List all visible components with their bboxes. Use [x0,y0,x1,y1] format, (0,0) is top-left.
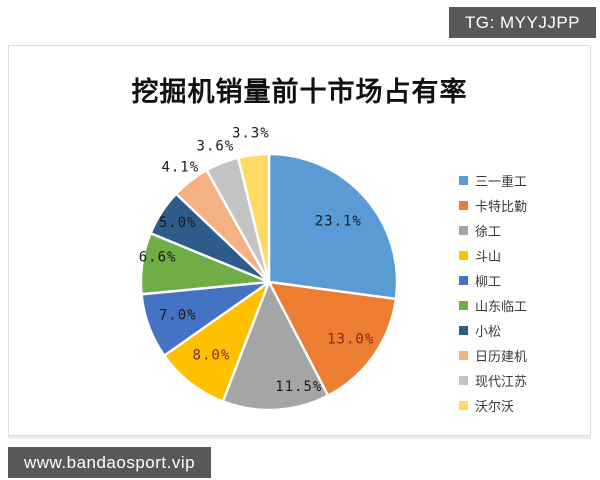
legend-item: 卡特比勤 [459,193,527,218]
legend-item: 山东临工 [459,293,527,318]
legend-item: 小松 [459,318,527,343]
pie-slice-label: 7.0% [159,308,197,324]
legend: 三一重工卡特比勤徐工斗山柳工山东临工小松日历建机现代江苏沃尔沃 [459,168,527,418]
legend-swatch [459,376,468,385]
pie-slice [267,152,399,301]
legend-label: 小松 [475,324,502,339]
pie-slice [163,280,271,403]
tg-badge: TG: MYYJJPP [448,7,596,38]
legend-swatch [459,326,468,335]
pie-svg: 23.1% 13.0% 11.5% 8.0% 7.0% 6.6% 5.0% 4.1% 3.6%3… [139,125,399,412]
pie-slice [221,280,330,412]
legend-swatch [459,176,468,185]
legend-label: 三一重工 [475,174,528,189]
legend-swatch [459,251,468,260]
legend-label: 卡特比勤 [475,199,528,214]
legend-swatch [459,276,468,285]
legend-item: 三一重工 [459,168,527,193]
pie-slice-label: 13.0% [327,331,374,347]
legend-item: 斗山 [459,243,527,268]
pie-slice-label: 4.1% [161,160,199,176]
pie-slice-label: 8.0% [193,348,231,364]
legend-label: 现代江苏 [475,374,528,389]
legend-swatch [459,301,468,310]
legend-swatch [459,351,468,360]
pie-slice-label: 3.6% [197,138,235,154]
site-badge-text: www.bandaosport.vip [24,452,196,472]
legend-item: 日历建机 [459,343,527,368]
pie-slice [236,152,271,284]
pie-slice-label: 5.0% [159,215,197,231]
legend-swatch [459,401,468,410]
legend-item: 徐工 [459,218,527,243]
legend-label: 徐工 [475,224,502,239]
legend-swatch [459,201,468,210]
legend-swatch [459,226,468,235]
pie-slice-label: 11.5% [275,379,322,395]
legend-label: 山东临工 [475,299,528,314]
legend-item: 柳工 [459,268,527,293]
pie-slice-label: 6.6% [139,249,177,265]
legend-label: 日历建机 [475,349,528,364]
pie-slice [267,280,398,397]
chart-panel: 挖掘机销量前十市场占有率 23.1% 13.0% 11.5% 8.0% 7.0% 6.6%… [8,45,591,436]
legend-item: 沃尔沃 [459,393,527,418]
tg-badge-text: TG: MYYJJPP [464,12,580,32]
pie-slice-label: 23.1% [315,213,362,229]
site-badge: www.bandaosport.vip [8,447,212,478]
chart-title: 挖掘机销量前十市场占有率 [131,77,468,107]
legend-item: 现代江苏 [459,368,527,393]
pie-slice-label: 3.3% [232,125,270,141]
legend-label: 柳工 [475,274,502,289]
legend-label: 斗山 [475,249,502,264]
legend-label: 沃尔沃 [475,399,515,414]
